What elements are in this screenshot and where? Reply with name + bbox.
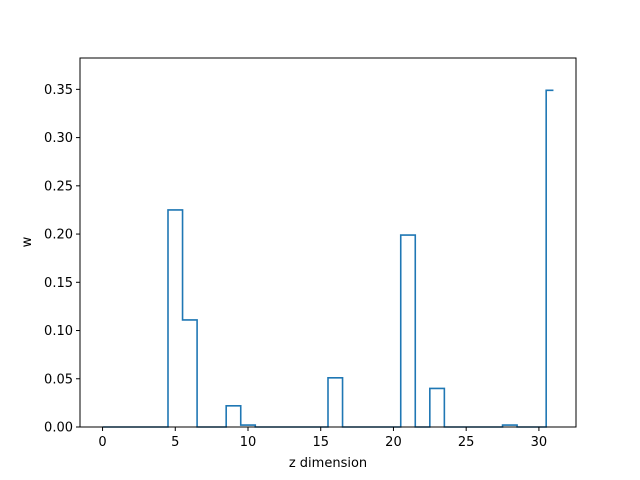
x-tick-label: 10 bbox=[240, 435, 257, 450]
y-tick-label: 0.10 bbox=[44, 324, 73, 339]
x-tick-label: 15 bbox=[312, 435, 329, 450]
x-tick-label: 0 bbox=[98, 435, 106, 450]
y-tick-label: 0.00 bbox=[44, 421, 73, 436]
x-tick-label: 20 bbox=[385, 435, 402, 450]
y-tick-label: 0.25 bbox=[44, 179, 73, 194]
axes-frame bbox=[79, 57, 577, 428]
x-tick-label: 25 bbox=[458, 435, 475, 450]
y-tick-label: 0.30 bbox=[44, 131, 73, 146]
axes: 0 5 10 15 20 25 30 0.00 0.05 0.10 0.15 0.20 0.25 0.30… bbox=[44, 57, 577, 450]
y-axis-label: w bbox=[20, 236, 35, 247]
y-tick-label: 0.05 bbox=[44, 372, 73, 387]
x-tick-label: 30 bbox=[531, 435, 548, 450]
x-axis-label: z dimension bbox=[289, 456, 367, 471]
y-tick-label: 0.15 bbox=[44, 276, 73, 291]
y-tick-label: 0.35 bbox=[44, 83, 73, 98]
x-tick-label: 5 bbox=[171, 435, 179, 450]
y-tick-label: 0.20 bbox=[44, 228, 73, 243]
